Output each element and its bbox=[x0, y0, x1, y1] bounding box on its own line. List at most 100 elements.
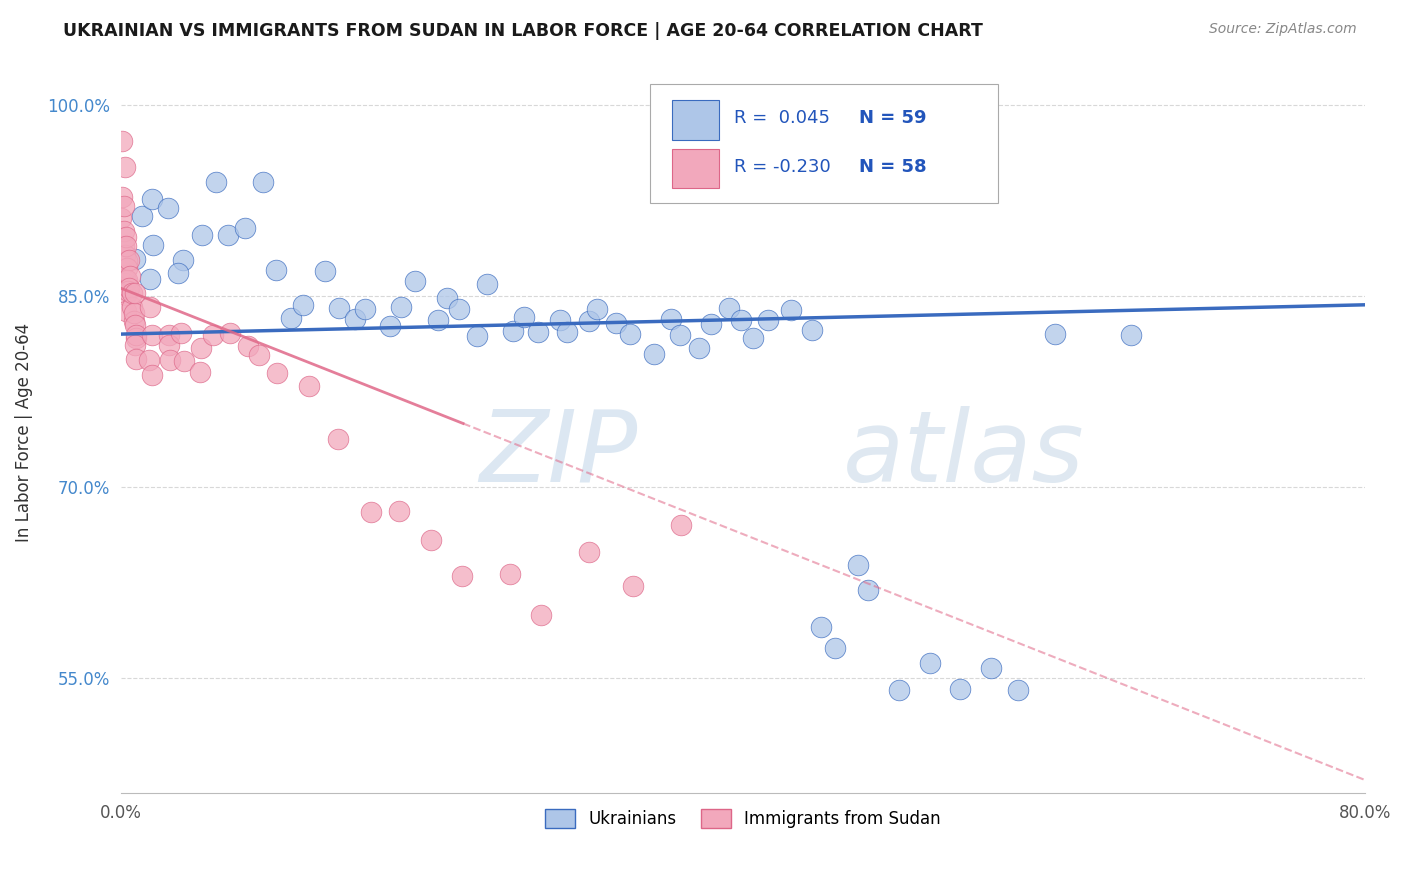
Text: UKRAINIAN VS IMMIGRANTS FROM SUDAN IN LABOR FORCE | AGE 20-64 CORRELATION CHART: UKRAINIAN VS IMMIGRANTS FROM SUDAN IN LA… bbox=[63, 22, 983, 40]
Point bbox=[404, 274, 426, 288]
Point bbox=[121, 286, 143, 301]
Point bbox=[190, 342, 212, 356]
Point bbox=[887, 683, 910, 698]
Point bbox=[112, 224, 135, 238]
FancyBboxPatch shape bbox=[650, 84, 998, 202]
Point bbox=[419, 533, 441, 547]
Point bbox=[122, 306, 145, 320]
Point bbox=[326, 432, 349, 446]
Point bbox=[159, 353, 181, 368]
Point bbox=[846, 558, 869, 572]
Point bbox=[247, 348, 270, 362]
Text: N = 58: N = 58 bbox=[859, 158, 927, 176]
Bar bbox=[672, 149, 720, 188]
Point bbox=[110, 211, 132, 225]
Point bbox=[115, 260, 138, 275]
Point bbox=[141, 328, 163, 343]
Point bbox=[124, 338, 146, 352]
Bar bbox=[672, 100, 720, 140]
Point bbox=[605, 316, 627, 330]
Point bbox=[110, 134, 132, 148]
Point bbox=[115, 274, 138, 288]
Point bbox=[344, 312, 367, 326]
Point bbox=[920, 656, 942, 670]
Text: Source: ZipAtlas.com: Source: ZipAtlas.com bbox=[1209, 22, 1357, 37]
Point bbox=[530, 607, 553, 622]
Point bbox=[188, 365, 211, 379]
Point bbox=[578, 545, 600, 559]
Point bbox=[758, 313, 780, 327]
Point bbox=[1121, 328, 1143, 343]
Point bbox=[856, 582, 879, 597]
Point bbox=[191, 227, 214, 242]
Point bbox=[730, 313, 752, 327]
Point bbox=[718, 301, 741, 315]
Point bbox=[779, 303, 801, 318]
Point bbox=[111, 190, 134, 204]
Point bbox=[360, 505, 382, 519]
Text: atlas: atlas bbox=[842, 406, 1084, 503]
Point bbox=[621, 579, 644, 593]
Point bbox=[314, 264, 336, 278]
Point bbox=[114, 247, 136, 261]
Point bbox=[548, 313, 571, 327]
Point bbox=[157, 338, 180, 352]
Point bbox=[328, 301, 350, 315]
Point bbox=[233, 221, 256, 235]
Point bbox=[115, 288, 138, 302]
Point bbox=[742, 331, 765, 345]
Point bbox=[389, 300, 412, 314]
Point bbox=[115, 303, 138, 318]
Point bbox=[502, 324, 524, 338]
Point bbox=[201, 327, 224, 342]
Point bbox=[205, 175, 228, 189]
Point bbox=[238, 339, 260, 353]
Point bbox=[138, 353, 160, 368]
Point bbox=[252, 175, 274, 189]
Point bbox=[619, 327, 641, 342]
Point bbox=[172, 252, 194, 267]
Point bbox=[115, 230, 138, 244]
Point bbox=[141, 192, 163, 206]
Point bbox=[118, 252, 141, 267]
Point bbox=[124, 286, 146, 301]
Point bbox=[112, 199, 135, 213]
Point bbox=[585, 301, 607, 316]
Point bbox=[280, 310, 302, 325]
Point bbox=[157, 327, 180, 342]
Point bbox=[949, 682, 972, 697]
Point bbox=[450, 569, 472, 583]
Point bbox=[125, 328, 148, 343]
Point bbox=[121, 300, 143, 314]
Point bbox=[801, 323, 824, 337]
Legend: Ukrainians, Immigrants from Sudan: Ukrainians, Immigrants from Sudan bbox=[538, 803, 948, 835]
Point bbox=[114, 160, 136, 174]
Point bbox=[980, 661, 1002, 675]
Point bbox=[465, 328, 488, 343]
Point bbox=[115, 238, 138, 252]
Point bbox=[810, 620, 832, 634]
Point bbox=[118, 281, 141, 295]
Point bbox=[688, 341, 710, 355]
Point bbox=[124, 318, 146, 332]
Point bbox=[499, 567, 522, 582]
Text: R =  0.045: R = 0.045 bbox=[734, 110, 830, 128]
Point bbox=[354, 302, 377, 317]
Text: R = -0.230: R = -0.230 bbox=[734, 158, 831, 176]
Point bbox=[669, 517, 692, 532]
Point bbox=[112, 239, 135, 253]
Point bbox=[447, 302, 470, 317]
Point bbox=[124, 252, 146, 266]
Point bbox=[513, 310, 536, 325]
Point bbox=[659, 312, 682, 326]
Point bbox=[115, 273, 138, 287]
Point bbox=[298, 378, 321, 392]
Point bbox=[1045, 326, 1067, 341]
Point bbox=[668, 328, 690, 343]
Point bbox=[122, 314, 145, 328]
Point bbox=[388, 504, 411, 518]
Point bbox=[170, 326, 193, 340]
Point bbox=[475, 277, 498, 291]
Point bbox=[643, 347, 665, 361]
Point bbox=[125, 351, 148, 366]
